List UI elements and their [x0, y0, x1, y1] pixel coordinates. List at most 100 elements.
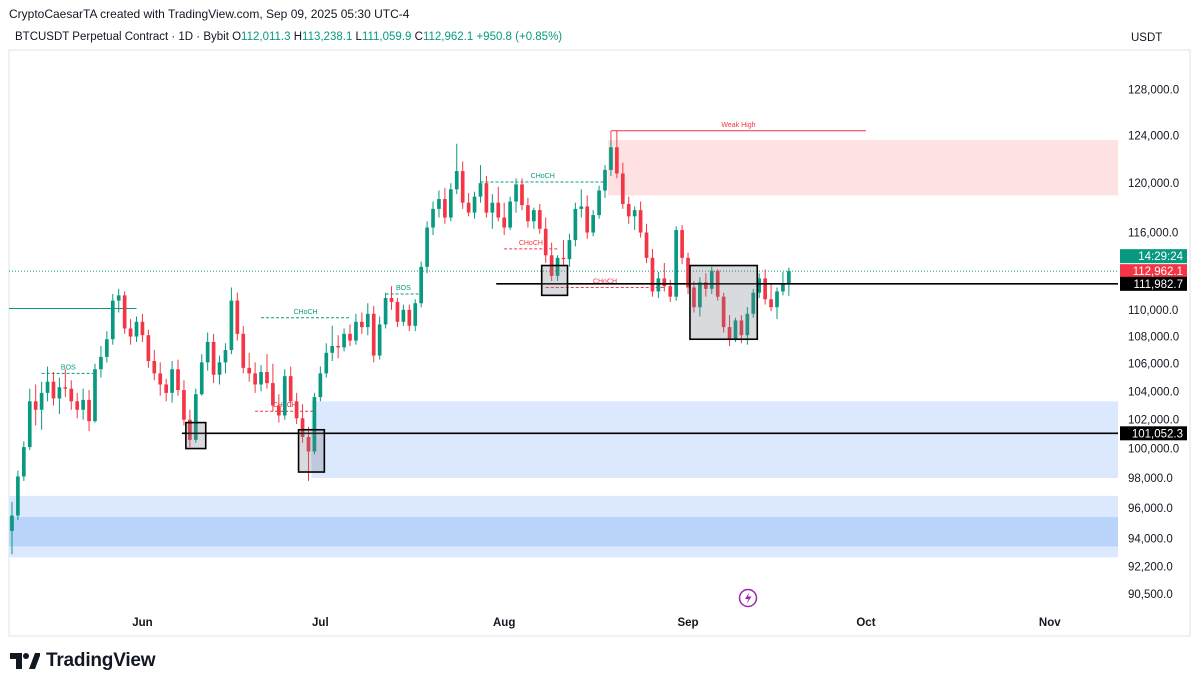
candle	[39, 381, 44, 430]
candle	[99, 346, 103, 378]
x-tick-label: Sep	[677, 617, 698, 629]
x-tick-label: Jun	[132, 617, 152, 629]
candle-body	[543, 228, 548, 256]
tradingview-brand: TradingView	[46, 650, 156, 671]
candle-body	[348, 333, 352, 341]
candle-body	[199, 362, 204, 395]
candle-body	[75, 401, 80, 410]
open-value: 112,011.3	[241, 31, 291, 43]
candle-body	[205, 341, 210, 363]
structure-label-1: BOS	[396, 285, 411, 292]
candle	[537, 203, 542, 234]
candle	[217, 355, 222, 385]
candle	[721, 292, 726, 333]
candle-body	[217, 362, 222, 375]
y-tick-label: 116,000.0	[1128, 228, 1178, 240]
candle	[407, 304, 412, 332]
y-tick-label: 96,000.0	[1128, 503, 1173, 515]
candle-body	[265, 372, 269, 384]
candle-body	[158, 373, 163, 385]
candle	[526, 197, 530, 228]
candle-body	[81, 399, 85, 410]
candle	[692, 281, 696, 313]
candle-body	[182, 390, 186, 420]
candle-body	[733, 320, 738, 340]
tradingview-logo[interactable]: TradingView	[10, 648, 156, 674]
candle-body	[437, 199, 441, 209]
close-label: C	[414, 31, 423, 43]
candle-body	[288, 376, 293, 402]
y-tick-label: 124,000.0	[1128, 130, 1179, 142]
candle-body	[781, 283, 785, 292]
candle	[377, 316, 382, 360]
candle	[650, 248, 655, 297]
candle-body	[591, 215, 595, 233]
candle-body	[377, 324, 382, 356]
candle	[69, 380, 74, 410]
candle	[51, 372, 56, 406]
candle	[57, 377, 62, 415]
candle-body	[692, 287, 696, 308]
candle-body	[128, 328, 133, 337]
candle-body	[721, 296, 726, 328]
candle-body	[39, 392, 44, 410]
candle	[294, 392, 299, 425]
structure-label-3: CHoCH	[531, 173, 555, 180]
lightning-icon[interactable]	[738, 588, 758, 608]
y-tick-label: 100,000.0	[1128, 444, 1179, 456]
candle-body	[116, 295, 121, 301]
candle-body	[703, 282, 708, 289]
box-jun-b	[297, 428, 326, 473]
symbol-legend: BTCUSDT Perpetual Contract · 1D · Bybit …	[15, 31, 562, 43]
candle	[259, 365, 263, 392]
candle	[93, 363, 97, 423]
candle-body	[105, 339, 109, 357]
candle	[431, 201, 435, 236]
candle-body	[87, 399, 91, 422]
structure-label-2: CHoCH	[293, 309, 317, 316]
demand-zone-mid	[311, 401, 1118, 478]
candle-body	[573, 208, 578, 241]
candle	[21, 441, 26, 481]
candle	[443, 188, 447, 224]
chart-frame	[8, 49, 1191, 637]
candle-body	[93, 369, 97, 422]
candle	[365, 303, 370, 336]
candle	[342, 328, 346, 352]
candle	[383, 292, 388, 329]
candle-body	[282, 376, 287, 416]
candle	[170, 360, 174, 403]
supply-zone	[607, 140, 1118, 196]
candle	[128, 319, 133, 345]
candle	[686, 252, 690, 295]
candle-body	[567, 240, 572, 260]
candle-body	[632, 210, 637, 217]
candle	[709, 266, 714, 295]
tradingview-logo-icon	[10, 653, 40, 669]
candle	[585, 195, 590, 239]
candle-body	[259, 372, 263, 385]
last-price-tag: 112,962.1	[1133, 266, 1183, 278]
y-tick-label: 102,000.0	[1128, 415, 1179, 427]
candle	[241, 325, 246, 374]
candle-body	[306, 436, 311, 452]
candle	[763, 269, 767, 305]
candle-body	[585, 206, 590, 233]
candle-body	[508, 201, 512, 228]
candle	[597, 185, 601, 219]
candle-body	[686, 257, 690, 288]
candle	[152, 350, 157, 381]
close-value: 112,962.1	[422, 31, 474, 43]
lightning-icon-bolt	[745, 592, 752, 604]
candle-body	[99, 356, 103, 370]
y-tick-label: 104,000.0	[1128, 386, 1179, 398]
candle-body	[431, 208, 435, 228]
candle-body	[555, 257, 560, 276]
candle-body	[223, 350, 228, 363]
candle-body	[656, 278, 661, 292]
y-tick-label: 90,500.0	[1128, 589, 1173, 601]
candle-body	[514, 184, 518, 202]
candle	[555, 255, 560, 282]
y-tick-label: 108,000.0	[1128, 332, 1179, 344]
